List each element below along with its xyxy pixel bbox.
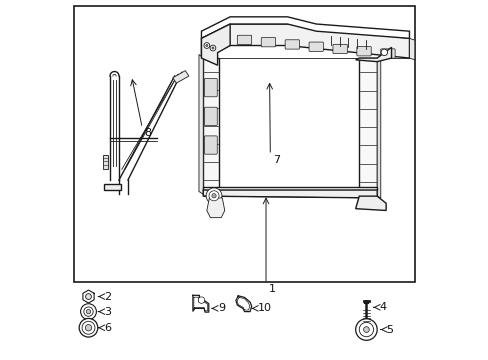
Circle shape [380, 49, 387, 55]
Polygon shape [199, 54, 203, 194]
Polygon shape [201, 24, 408, 58]
Polygon shape [193, 295, 208, 312]
Polygon shape [203, 187, 376, 190]
Polygon shape [103, 184, 121, 190]
Text: 2: 2 [104, 292, 111, 302]
Polygon shape [376, 58, 380, 198]
Text: 5: 5 [386, 325, 393, 334]
Polygon shape [206, 198, 224, 218]
FancyBboxPatch shape [204, 107, 217, 126]
Text: 1: 1 [268, 284, 275, 294]
Circle shape [83, 307, 93, 316]
Circle shape [79, 319, 98, 337]
Polygon shape [203, 190, 376, 198]
Polygon shape [235, 296, 251, 312]
Polygon shape [83, 290, 94, 303]
FancyBboxPatch shape [380, 49, 394, 58]
Circle shape [205, 44, 207, 46]
Text: 7: 7 [273, 155, 280, 165]
Circle shape [211, 194, 216, 198]
Polygon shape [355, 47, 391, 62]
Text: 10: 10 [258, 303, 271, 314]
Circle shape [81, 304, 96, 319]
Circle shape [85, 294, 91, 300]
FancyBboxPatch shape [237, 35, 251, 45]
Circle shape [355, 319, 376, 340]
Text: 6: 6 [104, 323, 111, 333]
Text: 9: 9 [218, 303, 224, 314]
Circle shape [210, 45, 215, 51]
Polygon shape [102, 155, 108, 169]
Polygon shape [355, 196, 386, 211]
Polygon shape [201, 17, 408, 39]
Circle shape [208, 191, 219, 201]
Circle shape [82, 321, 95, 334]
Text: 8: 8 [144, 128, 151, 138]
FancyBboxPatch shape [204, 78, 217, 97]
Circle shape [211, 47, 214, 49]
Polygon shape [201, 24, 230, 65]
Text: 3: 3 [104, 307, 111, 316]
FancyBboxPatch shape [332, 44, 346, 54]
FancyBboxPatch shape [261, 37, 275, 47]
Circle shape [198, 297, 204, 303]
FancyBboxPatch shape [356, 46, 370, 56]
Text: 4: 4 [379, 302, 386, 312]
FancyBboxPatch shape [308, 42, 323, 51]
Circle shape [203, 42, 209, 48]
Polygon shape [172, 71, 188, 83]
Circle shape [86, 310, 90, 314]
Polygon shape [203, 58, 219, 194]
FancyBboxPatch shape [204, 136, 217, 154]
Polygon shape [408, 39, 414, 60]
Bar [74, 6, 414, 282]
Circle shape [363, 327, 368, 332]
Circle shape [206, 188, 222, 204]
Circle shape [359, 322, 373, 337]
FancyBboxPatch shape [285, 40, 299, 49]
Polygon shape [359, 58, 376, 196]
Circle shape [85, 324, 92, 331]
